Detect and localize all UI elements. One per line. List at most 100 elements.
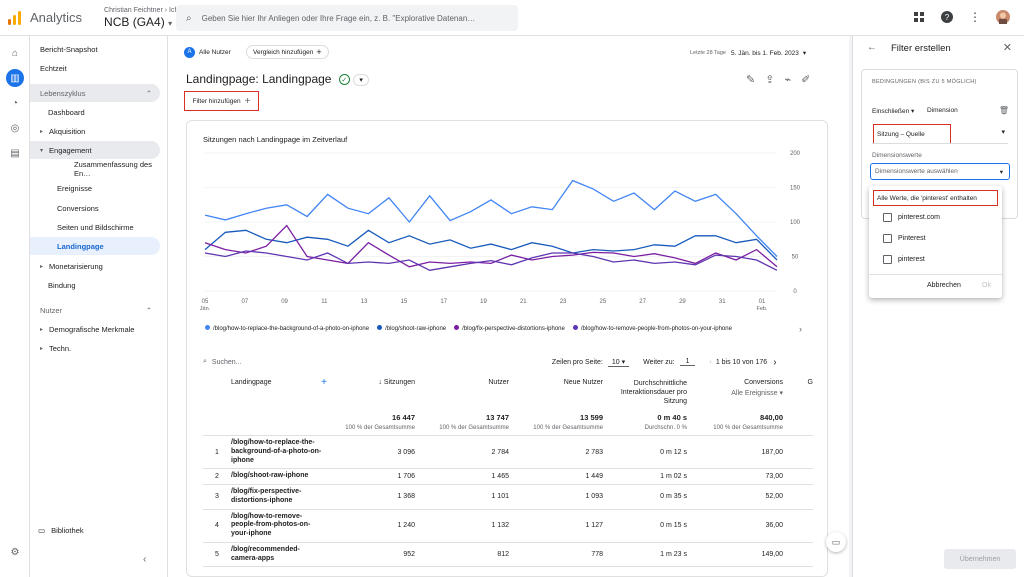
sidebar-item-engagement-overview[interactable]: Zusammenfassung des En… xyxy=(74,160,152,178)
segment-chip[interactable]: A Alle Nutzer xyxy=(184,45,237,59)
series-line-4[interactable] xyxy=(204,250,778,271)
sidebar-item-tech[interactable]: ▸ Techn. xyxy=(40,343,72,353)
series-line-1[interactable] xyxy=(204,179,778,257)
add-filter-button[interactable]: Filter hinzufügen + xyxy=(184,91,259,111)
sidebar-item-library[interactable]: ▭ Bibliothek xyxy=(38,525,84,535)
sidebar-item-retention[interactable]: Bindung xyxy=(48,280,76,290)
chevron-down-icon: ▾ xyxy=(802,50,807,57)
check-circle-icon[interactable]: ✓ xyxy=(338,74,350,86)
sidebar-item-snapshot[interactable]: Bericht-Snapshot xyxy=(40,44,98,54)
legend-next-icon[interactable]: › xyxy=(799,324,802,334)
row-landingpage[interactable]: /blog/shoot-raw-iphone xyxy=(231,472,309,480)
add-comparison-button[interactable]: Vergleich hinzufügen + xyxy=(246,45,329,59)
collapse-sidebar-icon[interactable]: ‹ xyxy=(143,554,147,565)
dropdown-option-pinterest-com[interactable]: pinterest.com xyxy=(883,213,940,222)
table-row[interactable]: 5/blog/recommended-camera-apps 952 812 778 1… xyxy=(203,542,813,567)
legend-item[interactable]: /blog/how-to-remove-people-from-photos-o… xyxy=(572,325,732,332)
col-sessions[interactable]: ↓ Sitzungen xyxy=(378,379,415,386)
col-conversions[interactable]: Conversions Alle Ereignisse ▾ xyxy=(687,373,783,413)
reports-icon[interactable]: ▥ xyxy=(6,69,24,87)
more-vert-icon[interactable]: ⋮ xyxy=(969,10,981,24)
checkbox[interactable] xyxy=(883,234,892,243)
table-search-input[interactable]: Suchen... xyxy=(211,358,242,366)
prev-page-icon[interactable]: ‹ xyxy=(709,358,712,366)
close-icon[interactable]: ✕ xyxy=(1002,42,1012,54)
sidebar-item-pages-screens[interactable]: Seiten und Bildschirme xyxy=(57,222,134,232)
col-landingpage[interactable]: Landingpage + xyxy=(231,377,327,388)
title-menu-icon[interactable]: ▾ xyxy=(353,73,370,86)
dimension-select[interactable]: Sitzung – Quelle xyxy=(873,124,951,144)
sidebar-item-monetization[interactable]: ▸ Monetarisierung xyxy=(40,261,103,271)
sidebar-item-demographics[interactable]: ▸ Demografische Merkmale xyxy=(40,324,135,334)
table-row[interactable]: 2/blog/shoot-raw-iphone 1 706 1 465 1 449 1 … xyxy=(203,469,813,485)
feedback-icon[interactable]: ▭ xyxy=(826,532,846,552)
sidebar-item-conversions[interactable]: Conversions xyxy=(57,203,99,213)
table-row[interactable]: 3/blog/fix-perspective-distortions-iphon… xyxy=(203,485,813,509)
series-line-3[interactable] xyxy=(204,224,778,268)
analytics-logo-icon[interactable] xyxy=(8,10,22,25)
x-tick-sublabel: Feb. xyxy=(756,306,767,312)
sidebar-section-lifecycle[interactable]: Lebenszyklus ⌃ xyxy=(30,84,160,102)
search-input[interactable]: ⌕ Geben Sie hier Ihr Anliegen oder Ihre … xyxy=(176,5,518,31)
rows-per-page-select[interactable]: 10 ▾ xyxy=(607,358,630,367)
sidebar-item-dashboard[interactable]: Dashboard xyxy=(48,107,85,117)
col-users[interactable]: Nutzer xyxy=(488,379,509,386)
sidebar-item-realtime[interactable]: Echtzeit xyxy=(40,63,67,73)
dropdown-option-pinterest-capital[interactable]: Pinterest xyxy=(883,234,926,243)
advertising-icon[interactable]: ◎ xyxy=(10,122,20,134)
dropdown-option-contains[interactable]: Alle Werte, die 'pinterest' enthalten xyxy=(873,190,998,206)
edit-icon[interactable]: ✐ xyxy=(801,74,811,86)
table-row[interactable]: 4/blog/how-to-remove-people-from-photos-… xyxy=(203,509,813,543)
row-new-users: 1 449 xyxy=(585,473,603,481)
delete-icon[interactable]: 🗑 xyxy=(998,106,1009,115)
apps-grid-icon[interactable] xyxy=(912,10,926,24)
checkbox[interactable] xyxy=(883,213,892,222)
ok-button[interactable]: Ok xyxy=(982,282,991,289)
table-row[interactable]: 1/blog/how-to-replace-the-background-of-… xyxy=(203,436,813,469)
customize-report-icon[interactable]: ✎ xyxy=(746,74,756,86)
scrollbar[interactable] xyxy=(849,36,852,577)
settings-gear-icon[interactable]: ⚙ xyxy=(10,546,20,558)
apply-button[interactable]: Übernehmen xyxy=(944,549,1016,569)
values-select[interactable]: Dimensionswerte auswählen ▾ xyxy=(870,163,1010,180)
legend-item[interactable]: /blog/shoot-raw-iphone xyxy=(377,325,446,332)
next-page-icon[interactable]: › xyxy=(773,356,777,368)
x-tick-label: 29 xyxy=(679,299,686,305)
chevron-down-icon: ▾ xyxy=(1001,129,1005,136)
dropdown-option-pinterest[interactable]: pinterest xyxy=(883,255,925,264)
sidebar-section-user[interactable]: Nutzer ⌃ xyxy=(40,305,152,315)
avatar[interactable] xyxy=(996,10,1010,24)
row-landingpage[interactable]: /blog/how-to-replace-the-background-of-a… xyxy=(231,439,322,464)
sidebar-item-events[interactable]: Ereignisse xyxy=(57,183,93,193)
insights-icon[interactable]: ⌁ xyxy=(784,74,792,86)
home-icon[interactable]: ⌂ xyxy=(11,47,19,59)
legend-item[interactable]: /blog/fix-perspective-distortions-iphone xyxy=(454,325,565,332)
legend-item[interactable]: /blog/how-to-replace-the-background-of-a… xyxy=(205,325,369,332)
share-icon[interactable]: ⇪ xyxy=(765,74,775,86)
series-line-2[interactable] xyxy=(204,229,778,261)
checkbox[interactable] xyxy=(883,255,892,264)
col-new-users[interactable]: Neue Nutzer xyxy=(563,379,603,386)
row-landingpage[interactable]: /blog/fix-perspective-distortions-iphone xyxy=(231,488,302,504)
sidebar-item-acquisition[interactable]: ▸ Akquisition xyxy=(40,126,86,136)
row-landingpage[interactable]: /blog/how-to-remove-people-from-photos-o… xyxy=(231,512,311,538)
explore-icon[interactable]: ◔ xyxy=(11,97,19,109)
sidebar-item-landingpage[interactable]: Landingpage xyxy=(30,237,160,255)
include-select[interactable]: Einschließen ▾ xyxy=(872,108,915,115)
configure-icon[interactable]: ▤ xyxy=(10,147,20,159)
conversions-event-select[interactable]: Alle Ereignisse ▾ xyxy=(731,390,783,397)
x-tick-label: 31 xyxy=(719,299,726,305)
account-name: Christian Feichtner xyxy=(104,6,163,14)
cancel-button[interactable]: Abbrechen xyxy=(927,282,961,289)
goto-input[interactable]: 1 xyxy=(679,358,696,366)
account-selector[interactable]: Christian Feichtner › Ich NCB (GA4) ▾ xyxy=(104,7,178,29)
date-range-picker[interactable]: Letzte 28 Tage 5. Jän. bis 1. Feb. 2023 … xyxy=(690,49,807,58)
col-avg-duration[interactable]: Durchschnittliche Interaktionsdauer pro … xyxy=(620,380,687,406)
sidebar-item-engagement[interactable]: ▾ Engagement xyxy=(30,141,160,159)
row-number: 1 xyxy=(215,448,219,456)
add-dimension-icon[interactable]: + xyxy=(321,377,327,388)
help-icon[interactable]: ? xyxy=(940,10,954,24)
row-landingpage[interactable]: /blog/recommended-camera-apps xyxy=(231,545,300,562)
col-extra[interactable]: G xyxy=(807,379,813,386)
back-arrow-icon[interactable]: ← xyxy=(867,42,877,53)
